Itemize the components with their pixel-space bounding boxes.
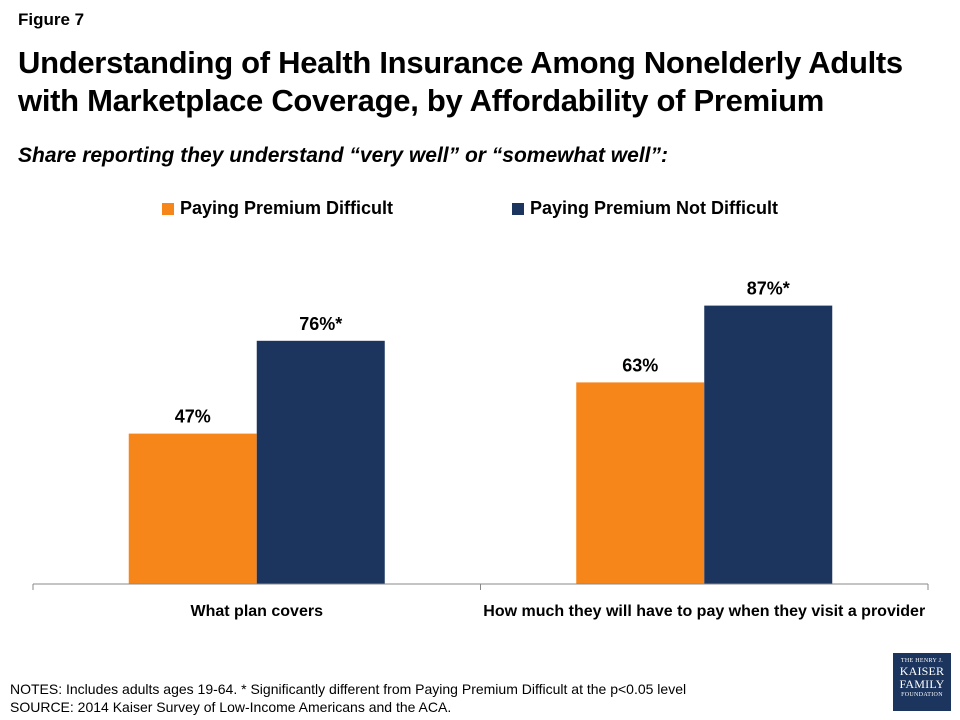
bar-not-difficult-1 (704, 305, 833, 584)
legend-item-not-difficult: Paying Premium Not Difficult (512, 198, 778, 219)
logo-line-3: FAMILY (899, 677, 945, 691)
data-label-difficult-1: 63% (622, 355, 658, 375)
chart-subtitle: Share reporting they understand “very we… (18, 144, 668, 167)
category-label-1: How much they will have to pay when they… (483, 603, 925, 620)
chart-legend: Paying Premium Difficult Paying Premium … (0, 198, 960, 222)
bar-difficult-1 (576, 382, 705, 584)
bar-chart: 47% 76%* What plan covers 63% 87%* How much t… (32, 279, 929, 620)
legend-swatch-not-difficult (512, 202, 524, 215)
legend-item-difficult: Paying Premium Difficult (162, 198, 393, 219)
data-label-not-difficult-1: 87%* (747, 279, 790, 299)
data-label-difficult-0: 47% (175, 407, 211, 427)
figure-label: Figure 7 (18, 10, 85, 29)
legend-label-not-difficult: Paying Premium Not Difficult (530, 198, 779, 218)
chart-title: Understanding of Health Insurance Among … (18, 45, 903, 118)
bar-difficult-0 (128, 433, 257, 584)
logo-line-4: FOUNDATION (901, 692, 943, 698)
legend-label-difficult: Paying Premium Difficult (180, 198, 394, 218)
source-line: SOURCE: 2014 Kaiser Survey of Low-Income… (10, 699, 452, 715)
notes-line: NOTES: Includes adults ages 19-64. * Sig… (10, 681, 687, 697)
logo-line-2: KAISER (899, 664, 945, 678)
category-label-0: What plan covers (191, 603, 324, 620)
kff-logo: THE HENRY J. KAISER FAMILY FOUNDATION (893, 653, 951, 711)
bar-not-difficult-0 (256, 340, 385, 584)
data-label-not-difficult-0: 76%* (299, 314, 342, 334)
chart-notes: NOTES: Includes adults ages 19-64. * Sig… (10, 680, 686, 716)
legend-swatch-difficult (162, 202, 174, 215)
logo-line-1: THE HENRY J. (900, 658, 944, 664)
